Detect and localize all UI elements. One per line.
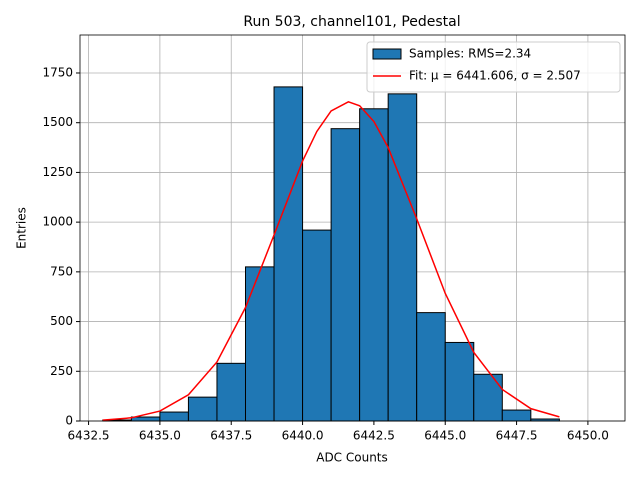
- x-tick-label: 6445.0: [424, 429, 466, 443]
- x-tick-label: 6437.5: [210, 429, 252, 443]
- axes-frame: [79, 34, 626, 422]
- y-tick-label: 1250: [42, 165, 73, 179]
- x-tick-label: 6432.5: [68, 429, 110, 443]
- legend-swatch: [372, 48, 402, 60]
- histogram-bar: [330, 128, 361, 422]
- y-tick-label: 500: [50, 314, 73, 328]
- x-axis-label: ADC Counts: [316, 451, 388, 465]
- fit-line: [102, 101, 560, 421]
- histogram-bar: [130, 416, 161, 422]
- x-tick-label: 6435.0: [139, 429, 181, 443]
- y-axis-label: Entries: [15, 207, 29, 249]
- histogram-bar: [501, 409, 532, 422]
- x-tick-label: 6450.0: [567, 429, 609, 443]
- histogram-bar: [216, 362, 246, 422]
- legend-box: [366, 41, 621, 93]
- y-tick-label: 1750: [42, 65, 73, 79]
- x-tick-label: 6440.0: [282, 429, 324, 443]
- histogram-bar: [302, 229, 332, 422]
- histogram-bar: [416, 312, 446, 422]
- chart-title: Run 503, channel101, Pedestal: [243, 14, 460, 30]
- histogram-bar: [359, 108, 389, 422]
- histogram-bar: [273, 86, 304, 422]
- histogram-bar: [187, 396, 218, 422]
- histogram-bar: [473, 373, 503, 422]
- x-tick-label: 6442.5: [353, 429, 395, 443]
- histogram-bar: [444, 341, 475, 422]
- x-tick-label: 6447.5: [496, 429, 538, 443]
- y-tick-label: 750: [50, 264, 73, 278]
- y-tick-label: 1000: [42, 215, 73, 229]
- histogram-bar: [387, 93, 418, 422]
- histogram-bar: [244, 266, 275, 422]
- y-tick-label: 1500: [42, 115, 73, 129]
- y-tick-label: 0: [65, 414, 73, 428]
- y-tick-label: 250: [50, 364, 73, 378]
- legend-label: Samples: RMS=2.34: [409, 47, 531, 61]
- legend-label: Fit: μ = 6441.606, σ = 2.507: [409, 69, 581, 83]
- histogram-bar: [159, 411, 189, 422]
